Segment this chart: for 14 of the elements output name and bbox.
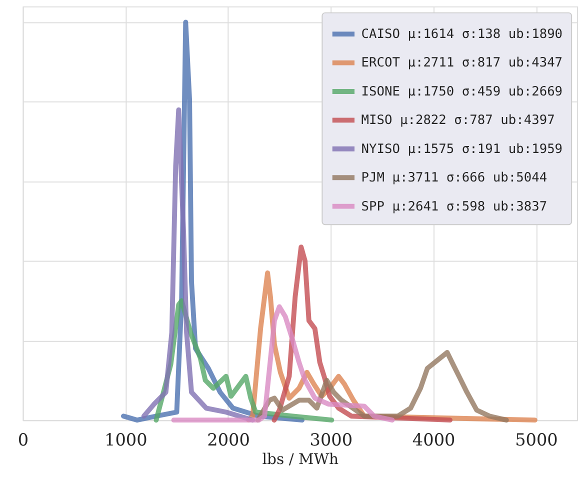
legend-label: SPP μ:2641 σ:598 ub:3837 [361,199,548,214]
x-tick-label: 2000 [207,429,250,450]
legend-label: NYISO μ:1575 σ:191 ub:1959 [361,142,563,157]
legend-label: ISONE μ:1750 σ:459 ub:2669 [361,84,563,100]
x-tick-label: 1000 [104,429,148,450]
legend-label: CAISO μ:1614 σ:138 ub:1890 [361,27,563,42]
x-tick-label: 0 [18,429,29,450]
legend-label: MISO μ:2822 σ:787 ub:4397 [361,113,555,128]
x-tick-label: 4000 [412,429,456,450]
x-axis-title: lbs / MWh [262,451,339,468]
legend-label: ERCOT μ:2711 σ:817 ub:4347 [361,56,563,71]
x-tick-label: 3000 [310,429,353,450]
x-tick-label: 5000 [515,429,558,450]
legend-label: PJM μ:3711 σ:666 ub:5044 [361,170,548,186]
